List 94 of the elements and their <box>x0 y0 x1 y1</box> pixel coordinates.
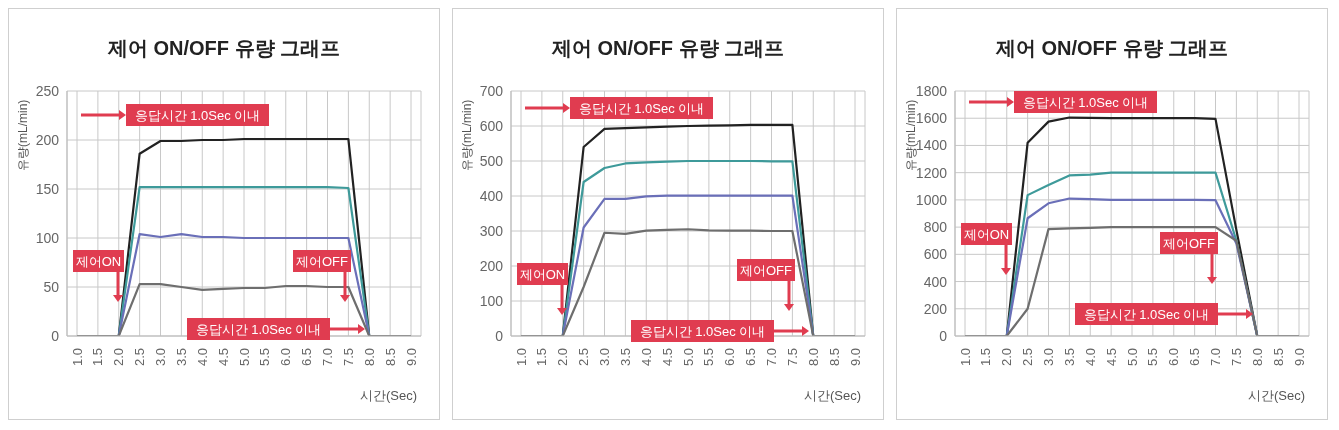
x-tick-label: 4.5 <box>1103 348 1119 367</box>
x-tick-label: 3.5 <box>173 348 189 367</box>
y-tick-label: 100 <box>35 229 60 246</box>
y-tick-label: 800 <box>923 219 948 236</box>
annotation: 응답시간 1.0Sec 이내 <box>134 108 261 123</box>
x-tick-label: 7.5 <box>340 348 356 367</box>
x-axis-title: 시간(Sec) <box>803 387 861 405</box>
annotation: 응답시간 1.0Sec 이내 <box>1022 95 1149 110</box>
annotation: 응답시간 1.0Sec 이내 <box>1083 307 1210 322</box>
x-tick-label: 3.5 <box>617 348 633 367</box>
x-tick-label: 2.0 <box>111 348 127 367</box>
y-tick-label: 150 <box>35 180 60 197</box>
x-tick-label: 2.5 <box>576 348 592 367</box>
annotation: 제어ON <box>963 227 1010 242</box>
y-axis-title: 유량(mL/min) <box>459 99 475 171</box>
annotation: 제어ON <box>75 254 122 269</box>
x-tick-label: 9.0 <box>403 348 419 367</box>
y-tick-label: 500 <box>479 152 504 169</box>
y-tick-label: 100 <box>479 292 504 309</box>
y-tick-label: 1200 <box>915 164 948 181</box>
annotation: 제어OFF <box>296 254 349 269</box>
x-tick-label: 8.5 <box>1270 348 1286 367</box>
x-tick-label: 2.5 <box>1020 348 1036 367</box>
x-tick-label: 5.5 <box>1145 348 1161 367</box>
y-tick-label: 400 <box>479 187 504 204</box>
x-tick-label: 1.0 <box>69 348 85 367</box>
x-tick-label: 5.0 <box>680 348 696 367</box>
x-tick-label: 1.5 <box>90 348 106 367</box>
x-tick-label: 3.0 <box>153 348 168 367</box>
chart-title: 제어 ON/OFF 유량 그래프 <box>550 36 786 61</box>
x-tick-label: 5.0 <box>236 348 252 367</box>
y-tick-label: 250 <box>35 82 60 99</box>
x-tick-label: 8.5 <box>826 348 842 367</box>
x-tick-label: 5.5 <box>701 348 717 367</box>
y-axis-title: 유량(mL/min) <box>15 99 31 171</box>
x-tick-label: 7.0 <box>320 348 335 367</box>
x-tick-label: 3.5 <box>1061 348 1077 367</box>
y-tick-label: 700 <box>479 82 504 99</box>
annotation: 응답시간 1.0Sec 이내 <box>195 322 322 337</box>
x-tick-label: 8.5 <box>382 348 398 367</box>
y-tick-label: 200 <box>479 257 504 274</box>
x-tick-label: 8.0 <box>1249 348 1265 367</box>
x-tick-label: 1.0 <box>957 348 973 367</box>
x-tick-label: 5.5 <box>257 348 273 367</box>
y-tick-label: 50 <box>43 278 60 295</box>
x-tick-label: 3.0 <box>1041 348 1056 367</box>
y-tick-label: 600 <box>923 246 948 263</box>
x-tick-label: 6.0 <box>278 348 294 367</box>
x-tick-label: 7.0 <box>1208 348 1223 367</box>
y-tick-label: 200 <box>35 131 60 148</box>
y-tick-label: 1000 <box>915 191 948 208</box>
y-tick-label: 1600 <box>915 110 948 127</box>
x-axis-title: 시간(Sec) <box>1247 387 1305 405</box>
x-tick-label: 4.5 <box>659 348 675 367</box>
y-tick-label: 0 <box>51 327 60 344</box>
x-tick-label: 8.0 <box>361 348 377 367</box>
x-tick-label: 9.0 <box>847 348 863 367</box>
y-tick-label: 300 <box>479 222 504 239</box>
x-tick-label: 4.5 <box>215 348 231 367</box>
x-tick-label: 8.0 <box>805 348 821 367</box>
x-tick-label: 2.5 <box>132 348 148 367</box>
x-tick-label: 4.0 <box>1082 348 1098 367</box>
x-tick-label: 6.5 <box>1187 348 1203 367</box>
x-tick-label: 3.0 <box>597 348 612 367</box>
y-tick-label: 400 <box>923 273 948 290</box>
x-tick-label: 6.0 <box>1166 348 1182 367</box>
annotation: 제어OFF <box>1163 236 1216 251</box>
x-tick-label: 6.5 <box>743 348 759 367</box>
annotation: 응답시간 1.0Sec 이내 <box>639 324 766 339</box>
y-tick-label: 0 <box>495 327 504 344</box>
x-tick-label: 2.0 <box>555 348 571 367</box>
chart-title: 제어 ON/OFF 유량 그래프 <box>106 36 342 61</box>
y-tick-label: 600 <box>479 117 504 134</box>
x-tick-label: 7.5 <box>1228 348 1244 367</box>
x-tick-label: 7.0 <box>764 348 779 367</box>
x-axis-title: 시간(Sec) <box>359 387 417 405</box>
annotation: 제어ON <box>519 267 566 282</box>
x-tick-label: 6.0 <box>722 348 738 367</box>
x-tick-label: 1.0 <box>513 348 529 367</box>
y-tick-label: 0 <box>939 327 948 344</box>
annotation: 제어OFF <box>740 263 793 278</box>
x-tick-label: 7.5 <box>784 348 800 367</box>
y-tick-label: 1800 <box>915 82 948 99</box>
x-tick-label: 5.0 <box>1124 348 1140 367</box>
x-tick-label: 2.0 <box>999 348 1015 367</box>
y-tick-label: 200 <box>923 300 948 317</box>
x-tick-label: 1.5 <box>978 348 994 367</box>
annotation: 응답시간 1.0Sec 이내 <box>578 101 705 116</box>
x-tick-label: 9.0 <box>1291 348 1307 367</box>
x-tick-label: 4.0 <box>638 348 654 367</box>
x-tick-label: 4.0 <box>194 348 210 367</box>
x-tick-label: 6.5 <box>299 348 315 367</box>
x-tick-label: 1.5 <box>534 348 550 367</box>
chart-title: 제어 ON/OFF 유량 그래프 <box>994 36 1230 61</box>
